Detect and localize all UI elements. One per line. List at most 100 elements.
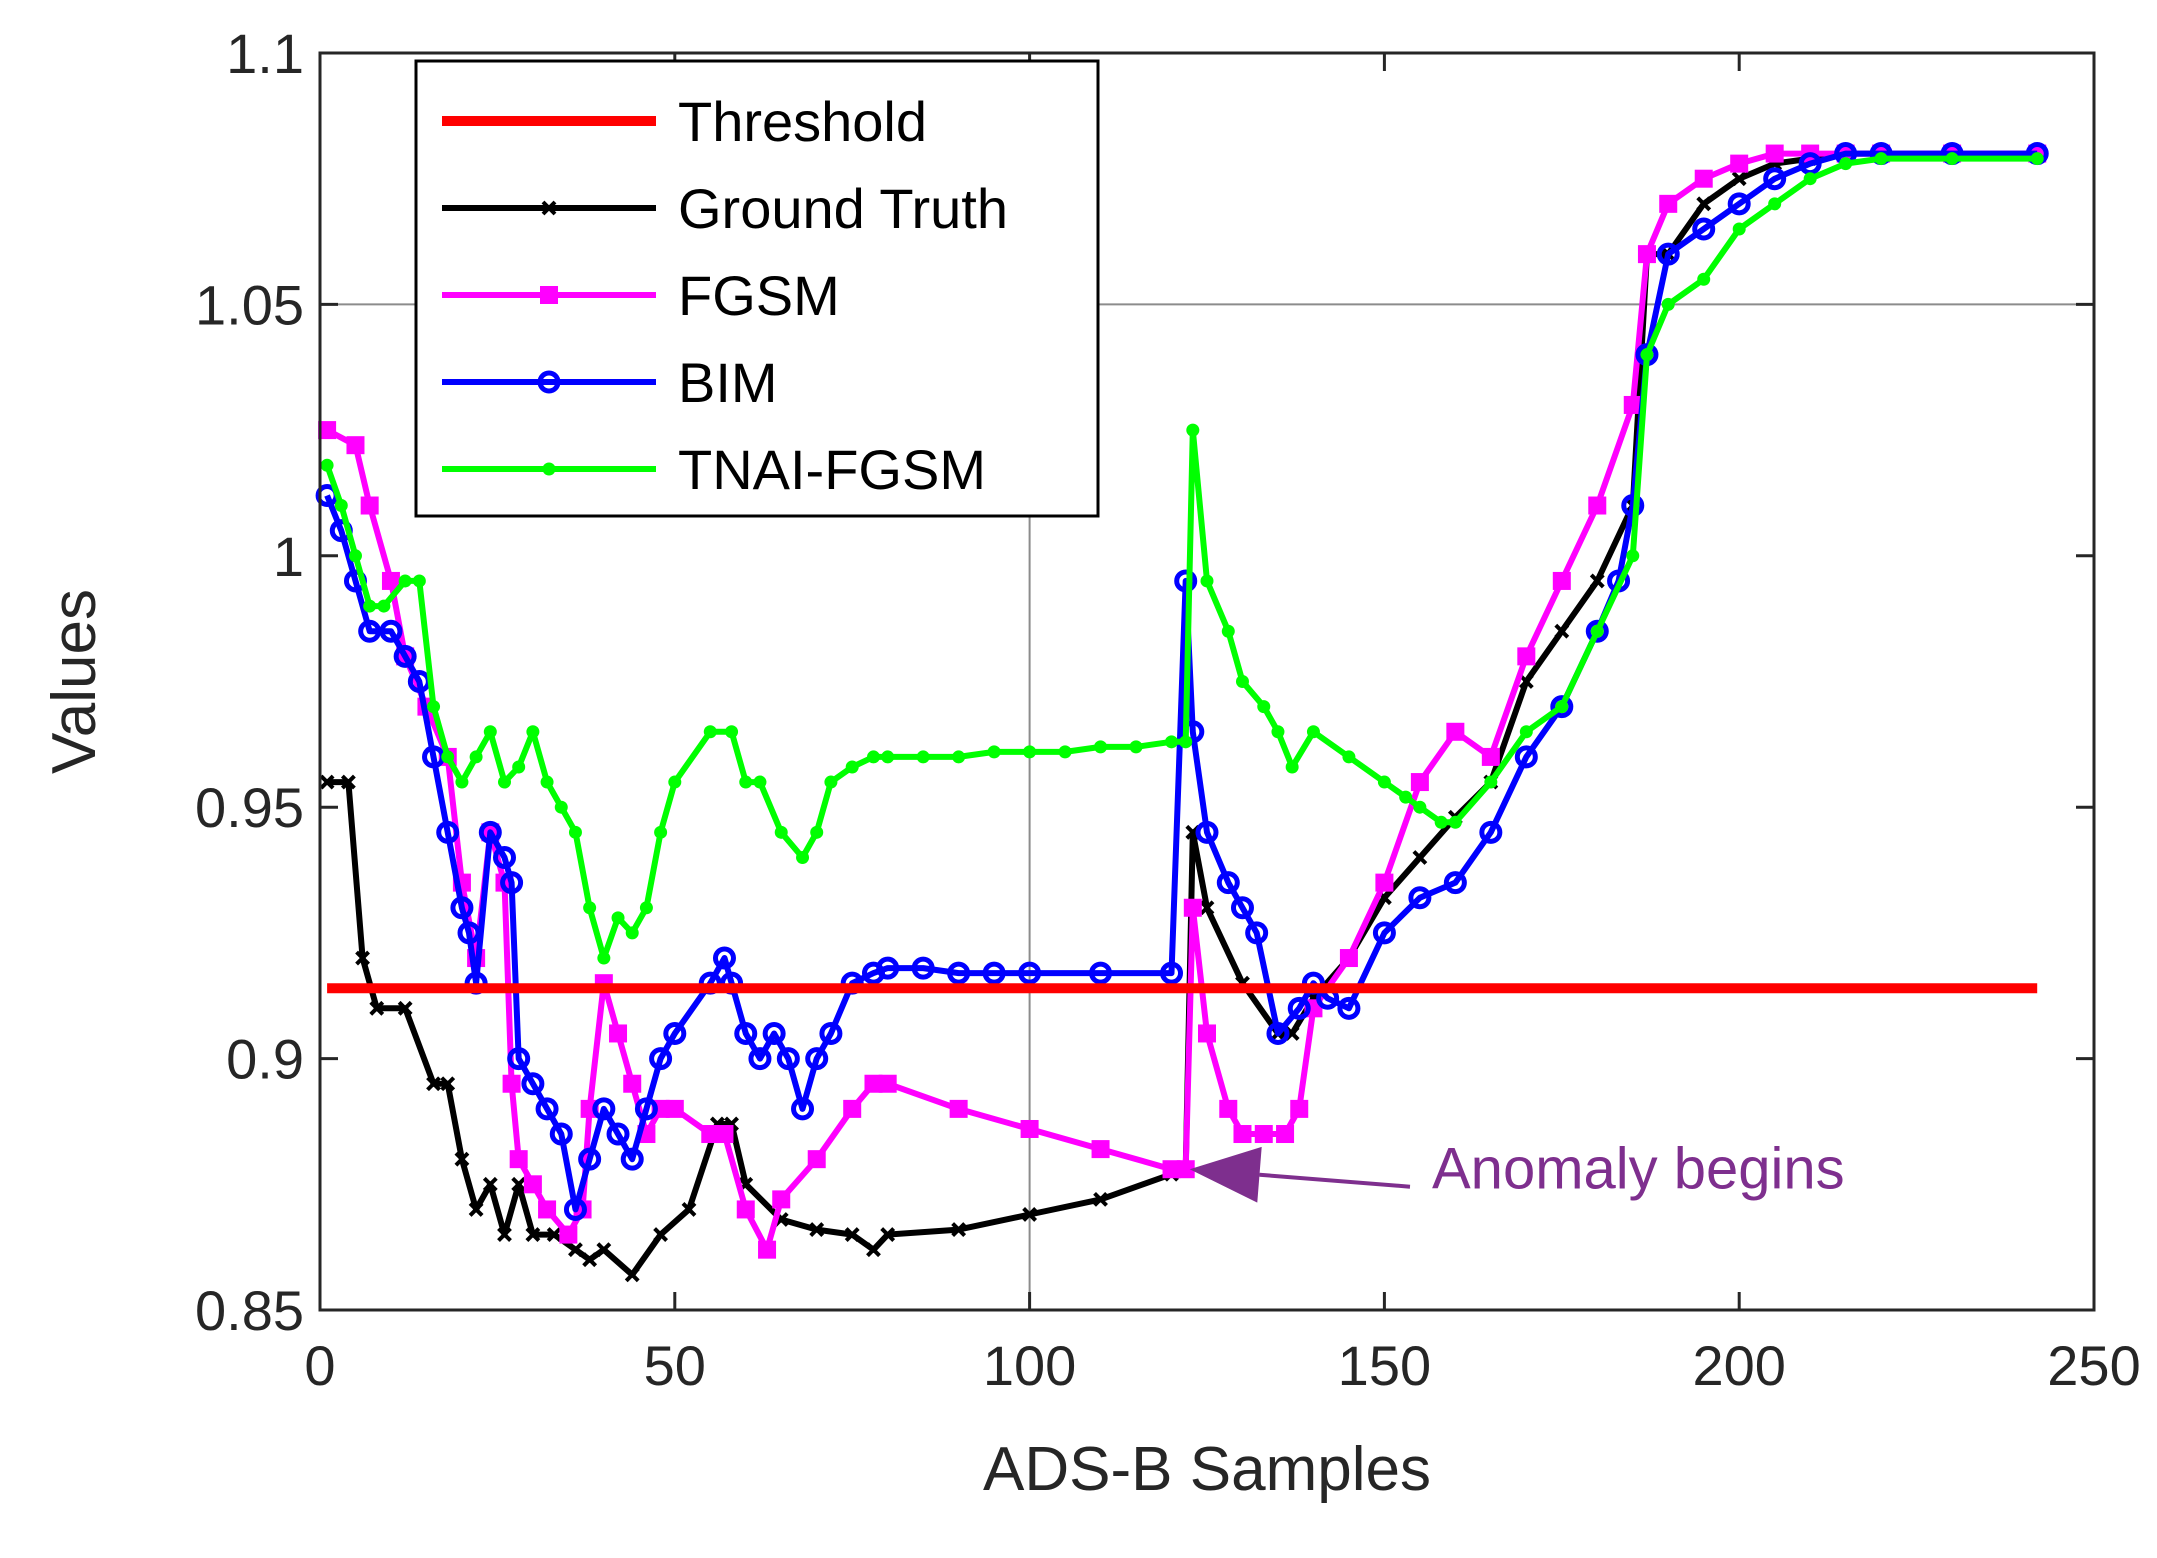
data-point-tnai-fgsm <box>377 599 391 613</box>
annotation-text: Anomaly begins <box>1432 1137 1845 1202</box>
x-tick-label: 250 <box>2047 1334 2140 1397</box>
legend-label: FGSM <box>678 264 840 327</box>
data-point-fgsm <box>715 1125 734 1144</box>
data-point-ground-truth <box>880 1227 896 1242</box>
data-point-bim <box>379 619 403 643</box>
data-point-fgsm <box>360 496 379 515</box>
data-point-bim <box>1245 921 1269 945</box>
data-point-ground-truth <box>1022 1207 1038 1222</box>
data-point-fgsm <box>1254 1125 1273 1144</box>
data-point-tnai-fgsm <box>654 825 668 839</box>
data-point-fgsm <box>1588 496 1607 515</box>
data-point-tnai-fgsm <box>987 745 1001 759</box>
data-point-tnai-fgsm <box>1945 152 1959 166</box>
data-point-bim <box>748 1047 772 1071</box>
data-point-tnai-fgsm <box>1803 172 1817 186</box>
data-point-bim <box>393 644 417 668</box>
data-point-ground-truth <box>1554 623 1570 639</box>
data-point-tnai-fgsm <box>845 760 859 774</box>
data-point-tnai-fgsm <box>753 775 767 789</box>
data-point-bim <box>776 1047 800 1071</box>
series-layer <box>315 142 2049 1283</box>
data-point-tnai-fgsm <box>1519 725 1533 739</box>
data-point-ground-truth <box>319 774 335 790</box>
data-point-tnai-fgsm <box>597 951 611 965</box>
y-tick-label: 1 <box>273 525 304 588</box>
data-point-bim <box>1585 619 1609 643</box>
legend-label: Threshold <box>678 90 927 153</box>
data-point-fgsm <box>523 1175 542 1194</box>
data-point-tnai-fgsm <box>1484 775 1498 789</box>
x-axis-label: ADS-B Samples <box>983 1435 1431 1504</box>
data-point-fgsm <box>1552 571 1571 590</box>
data-point-fgsm <box>1659 194 1678 213</box>
data-point-bim <box>805 1047 829 1071</box>
data-point-tnai-fgsm <box>1661 297 1675 311</box>
data-point-tnai-fgsm <box>668 775 682 789</box>
data-point-fgsm <box>1020 1119 1039 1138</box>
data-point-tnai-fgsm <box>1058 745 1072 759</box>
y-axis-label: Values <box>40 589 109 774</box>
data-point-bim <box>1692 217 1716 241</box>
data-point-tnai-fgsm <box>1697 272 1711 286</box>
data-point-tnai-fgsm <box>1434 815 1448 829</box>
data-point-fgsm <box>1765 144 1784 163</box>
data-point-bim <box>762 1021 786 1045</box>
data-point-ground-truth <box>426 1076 441 1092</box>
data-point-tnai-fgsm <box>441 750 455 764</box>
data-point-tnai-fgsm <box>611 911 625 925</box>
data-point-ground-truth <box>1731 171 1747 187</box>
data-point-fgsm <box>1623 395 1642 414</box>
x-tick-label: 0 <box>304 1334 335 1397</box>
data-point-bim <box>1763 167 1787 191</box>
y-tick-label: 0.9 <box>226 1028 304 1091</box>
plot-frame <box>318 51 2096 1312</box>
data-point-fgsm <box>1694 169 1713 188</box>
data-point-fgsm <box>878 1074 897 1093</box>
data-point-bim <box>1514 745 1538 769</box>
data-point-fgsm <box>1446 722 1465 741</box>
data-point-bim <box>791 1097 815 1121</box>
data-point-tnai-fgsm <box>1200 574 1214 588</box>
legend-swatch-marker <box>542 462 556 476</box>
data-point-fgsm <box>807 1150 826 1169</box>
data-point-fgsm <box>772 1190 791 1209</box>
series-tnai-fgsm <box>320 152 2044 965</box>
data-point-bim <box>1195 820 1219 844</box>
data-point-fgsm <box>1290 1099 1309 1118</box>
annotation: Anomaly begins <box>1189 1137 1845 1203</box>
legend-swatch-marker <box>537 370 561 394</box>
data-point-fgsm <box>1091 1140 1110 1159</box>
data-point-tnai-fgsm <box>1874 152 1888 166</box>
data-point-tnai-fgsm <box>1732 222 1746 236</box>
data-point-bim <box>712 946 736 970</box>
data-point-tnai-fgsm <box>554 800 568 814</box>
data-point-fgsm <box>1162 1160 1181 1179</box>
data-point-tnai-fgsm <box>1094 740 1108 754</box>
x-tick-label: 100 <box>983 1334 1076 1397</box>
data-point-ground-truth <box>397 1000 413 1016</box>
data-point-fgsm <box>609 1024 628 1043</box>
data-point-bim <box>982 961 1006 985</box>
data-point-ground-truth <box>1589 573 1605 589</box>
data-point-ground-truth <box>596 1242 612 1258</box>
data-point-tnai-fgsm <box>1257 700 1271 714</box>
data-point-tnai-fgsm <box>1129 740 1143 754</box>
data-point-bim <box>457 921 481 945</box>
data-point-ground-truth <box>468 1202 484 1217</box>
data-point-fgsm <box>1375 873 1394 892</box>
data-point-fgsm <box>1410 773 1429 792</box>
data-point-bim <box>563 1197 587 1221</box>
data-point-tnai-fgsm <box>1186 423 1200 437</box>
data-point-tnai-fgsm <box>1839 157 1853 171</box>
data-point-bim <box>947 961 971 985</box>
data-point-ground-truth <box>866 1242 881 1258</box>
data-point-fgsm <box>1637 245 1656 264</box>
data-point-fgsm <box>1219 1099 1238 1118</box>
data-point-ground-truth <box>511 1176 527 1192</box>
data-point-ground-truth <box>809 1222 825 1237</box>
data-point-fgsm <box>843 1099 862 1118</box>
data-point-ground-truth <box>653 1227 669 1242</box>
series-line-ground-truth <box>327 150 2038 1278</box>
data-point-ground-truth <box>1093 1191 1108 1207</box>
